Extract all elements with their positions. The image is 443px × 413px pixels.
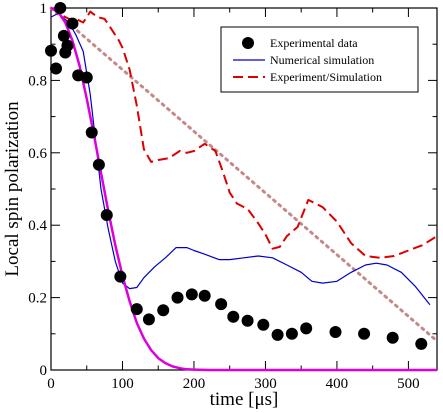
experimental-data-point	[358, 327, 371, 340]
experimental-data-point	[329, 325, 342, 338]
y-tick-label: 0	[40, 363, 48, 379]
x-tick-label: 0	[47, 376, 55, 392]
experimental-data-point	[271, 328, 284, 341]
y-tick-label: 0.4	[28, 218, 47, 234]
experiment-simulation-ratio-line	[50, 7, 438, 259]
experimental-data-point	[157, 304, 170, 317]
experimental-data-point	[227, 310, 240, 323]
x-tick-label: 300	[254, 376, 277, 392]
legend-label-ratio: Experiment/Simulation	[270, 70, 382, 84]
y-tick-label: 0.6	[28, 146, 47, 162]
experimental-data-point	[185, 288, 198, 301]
experimental-data-point	[92, 158, 105, 171]
experimental-data-point	[66, 17, 79, 30]
axis-ticks: 0 100 200 300 400 500 0 0.2 0.4 0.6 0.8 1	[28, 1, 437, 392]
experimental-data-point	[285, 327, 298, 340]
legend-label-numerical: Numerical simulation	[270, 53, 374, 67]
experimental-data-point	[50, 62, 63, 75]
experimental-data-point	[241, 314, 254, 327]
experimental-data-point	[85, 126, 98, 139]
experimental-data-point	[130, 303, 143, 316]
experimental-data-point	[45, 44, 57, 57]
experimental-data-point	[80, 71, 93, 84]
y-tick-label: 1	[40, 1, 48, 17]
dotted-decay-line	[49, 6, 439, 343]
experimental-data-point	[114, 270, 127, 283]
experimental-data-point	[300, 322, 313, 335]
experimental-data-point	[415, 337, 428, 350]
experimental-data-point	[54, 2, 67, 14]
experimental-data-point	[386, 331, 399, 344]
legend: Experimental data Numerical simulation E…	[220, 26, 419, 93]
x-tick-label: 200	[183, 376, 206, 392]
x-axis-label: time [μs]	[210, 389, 279, 410]
legend-label-experimental: Experimental data	[270, 36, 358, 50]
experimental-data-point	[61, 39, 74, 52]
x-tick-label: 500	[397, 376, 420, 392]
y-tick-label: 0.8	[28, 73, 47, 89]
series-layer	[45, 2, 439, 372]
y-tick-label: 0.2	[28, 291, 47, 307]
legend-marker-experimental	[242, 37, 254, 49]
experimental-data-point	[215, 298, 228, 311]
y-axis-label: Local spin polarization	[2, 101, 23, 277]
experimental-data-point	[100, 209, 113, 222]
experimental-data-point	[171, 291, 184, 304]
experimental-data-point	[57, 29, 70, 42]
experimental-data-point	[142, 313, 155, 326]
x-tick-label: 400	[326, 376, 349, 392]
x-tick-label: 100	[111, 376, 134, 392]
experimental-data-point	[198, 289, 211, 302]
experimental-data-point	[257, 318, 270, 331]
